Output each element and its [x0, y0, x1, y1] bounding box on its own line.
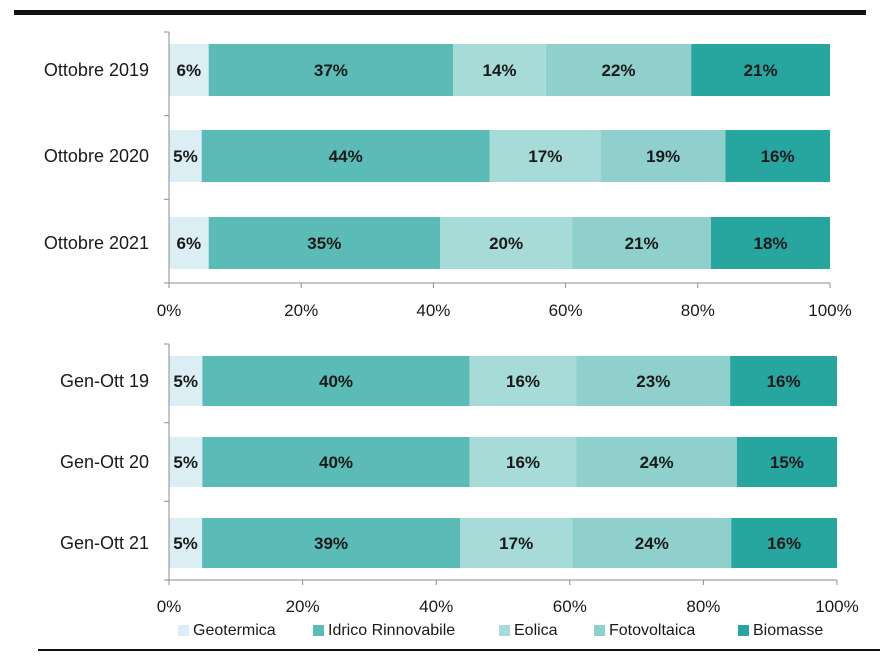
bar-segment-eolica [469, 356, 577, 406]
bar-segment-idrico-rinnovabile [202, 356, 470, 406]
bar-segment-idrico-rinnovabile [202, 518, 460, 568]
legend-swatch-geotermica [178, 625, 189, 636]
bar-segment-fotovoltaica [576, 356, 731, 406]
data-label: 5% [173, 147, 198, 166]
legend-label-idrico-rinnovabile: Idrico Rinnovabile [328, 622, 455, 639]
x-tick-label: 60% [549, 301, 583, 320]
x-tick-label: 80% [681, 301, 715, 320]
bar-segment-geotermica [169, 130, 202, 182]
data-label: 17% [528, 147, 562, 166]
category-label: Ottobre 2021 [44, 233, 149, 253]
bar-segment-biomasse [736, 437, 837, 487]
bar-segment-geotermica [169, 437, 203, 487]
bar-segment-fotovoltaica [572, 518, 732, 568]
legend-label-biomasse: Biomasse [753, 622, 823, 639]
bar-segment-biomasse [730, 356, 837, 406]
legend-label-geotermica: Geotermica [193, 622, 276, 639]
data-label: 16% [767, 534, 801, 553]
data-label: 23% [636, 372, 670, 391]
bar-segment-eolica [469, 437, 577, 487]
x-tick-label: 60% [553, 597, 587, 616]
bar-segment-geotermica [169, 356, 203, 406]
data-label: 35% [307, 234, 341, 253]
data-label: 18% [753, 234, 787, 253]
data-label: 14% [482, 61, 516, 80]
data-label: 44% [329, 147, 363, 166]
chart-panel-2: 5% 40% 16% 23% 16% Gen-Ott 19 5% 40% 16% 24% 15% Ge… [60, 343, 859, 616]
bar-segment-biomasse [691, 44, 830, 96]
bar-segment-idrico-rinnovabile [208, 217, 440, 269]
bar-segment-biomasse [725, 130, 830, 182]
bar-segment-eolica [453, 44, 546, 96]
bar-segment-fotovoltaica [572, 217, 711, 269]
data-label: 16% [761, 147, 795, 166]
bar-segment-biomasse [731, 518, 837, 568]
x-tick-label: 0% [157, 597, 182, 616]
data-label: 21% [744, 61, 778, 80]
data-label: 5% [173, 453, 198, 472]
data-label: 39% [314, 534, 348, 553]
x-tick-label: 40% [416, 301, 450, 320]
data-label: 20% [489, 234, 523, 253]
top-rule [14, 10, 866, 15]
bar-segment-biomasse [711, 217, 830, 269]
data-label: 21% [625, 234, 659, 253]
legend-swatch-eolica [499, 625, 510, 636]
bar-segment-eolica [489, 130, 601, 182]
data-label: 19% [646, 147, 680, 166]
bottom-rule [38, 649, 880, 651]
bar-segment-idrico-rinnovabile [202, 437, 470, 487]
data-label: 15% [770, 453, 804, 472]
data-label: 37% [314, 61, 348, 80]
data-label: 24% [640, 453, 674, 472]
bar-segment-idrico-rinnovabile [201, 130, 490, 182]
category-label: Ottobre 2019 [44, 60, 149, 80]
legend-swatch-idrico-rinnovabile [313, 625, 324, 636]
data-label: 6% [177, 234, 202, 253]
chart-panel-1: 6% 37% 14% 22% 21% Ottobre 2019 5% 44% 17% 19% 16%… [44, 31, 852, 320]
x-tick-label: 100% [808, 301, 851, 320]
x-tick-label: 20% [284, 301, 318, 320]
bar-segment-geotermica [169, 217, 209, 269]
bar-segment-fotovoltaica [600, 130, 726, 182]
data-label: 6% [177, 61, 202, 80]
x-tick-label: 0% [157, 301, 182, 320]
bar-segment-idrico-rinnovabile [208, 44, 454, 96]
x-tick-label: 20% [286, 597, 320, 616]
bar-segment-fotovoltaica [545, 44, 692, 96]
data-label: 24% [635, 534, 669, 553]
legend-label-fotovoltaica: Fotovoltaica [609, 622, 695, 639]
category-label: Gen-Ott 19 [60, 371, 149, 391]
data-label: 16% [506, 372, 540, 391]
data-label: 16% [506, 453, 540, 472]
x-tick-label: 80% [686, 597, 720, 616]
bar-segment-fotovoltaica [576, 437, 737, 487]
legend-swatch-biomasse [738, 625, 749, 636]
category-label: Ottobre 2020 [44, 146, 149, 166]
data-label: 5% [173, 534, 198, 553]
data-label: 17% [499, 534, 533, 553]
bar-segment-geotermica [169, 44, 209, 96]
data-label: 22% [601, 61, 635, 80]
bar-segment-geotermica [169, 518, 203, 568]
legend-label-eolica: Eolica [514, 622, 558, 639]
category-label: Gen-Ott 21 [60, 533, 149, 553]
data-label: 16% [767, 372, 801, 391]
bar-segment-eolica [460, 518, 573, 568]
category-label: Gen-Ott 20 [60, 452, 149, 472]
x-tick-label: 40% [419, 597, 453, 616]
bar-segment-eolica [440, 217, 573, 269]
data-label: 5% [173, 372, 198, 391]
legend: Geotermica Idrico Rinnovabile Eolica Fotovo… [178, 622, 823, 639]
legend-swatch-fotovoltaica [594, 625, 605, 636]
data-label: 40% [319, 453, 353, 472]
data-label: 40% [319, 372, 353, 391]
x-tick-label: 100% [815, 597, 858, 616]
